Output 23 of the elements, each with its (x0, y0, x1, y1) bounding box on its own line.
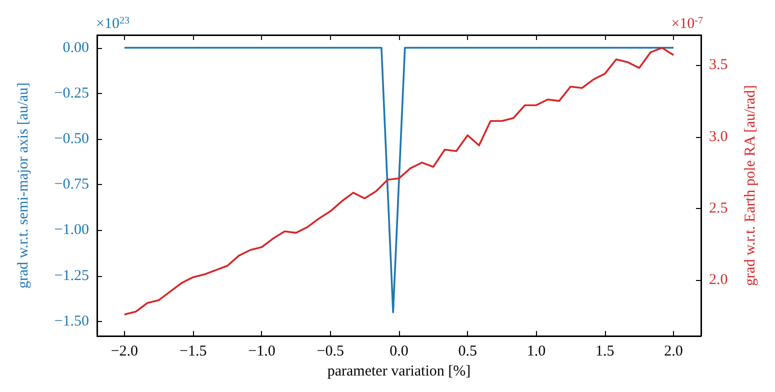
y2-tick-label: 2.0 (709, 272, 728, 288)
y-tick-label: −1.00 (54, 222, 89, 238)
x-tick-label: 0.0 (390, 344, 408, 360)
y-tick-label: −0.50 (54, 130, 89, 147)
y-tick-label: −0.75 (54, 176, 89, 193)
y2-tick-label: 2.5 (709, 200, 728, 216)
y-tick-label: −1.25 (54, 268, 89, 284)
x-tick-label: −1.0 (248, 344, 276, 360)
x-tick-label: 0.5 (458, 344, 478, 360)
x-axis-title: parameter variation [%] (327, 363, 471, 380)
y2-tick-label: 3.5 (709, 57, 728, 74)
y-axis-title: grad w.r.t. semi-major axis [au/au] (16, 82, 32, 289)
x-tick-label: 1.5 (596, 344, 614, 360)
y-tick-label: 0.00 (62, 40, 89, 56)
y-tick-label: −0.25 (54, 85, 89, 102)
x-tick-label: −2.0 (110, 344, 138, 360)
x-tick-label: 2.0 (664, 344, 683, 360)
y2-tick-label: 3.0 (709, 128, 728, 145)
y-tick-label: −1.50 (54, 313, 89, 330)
x-tick-label: 1.0 (526, 344, 546, 360)
x-tick-label: −1.5 (179, 344, 207, 360)
y2-axis-title: grad w.r.t. Earth pole RA [au/rad] (742, 85, 758, 286)
x-tick-label: −0.5 (316, 344, 344, 360)
